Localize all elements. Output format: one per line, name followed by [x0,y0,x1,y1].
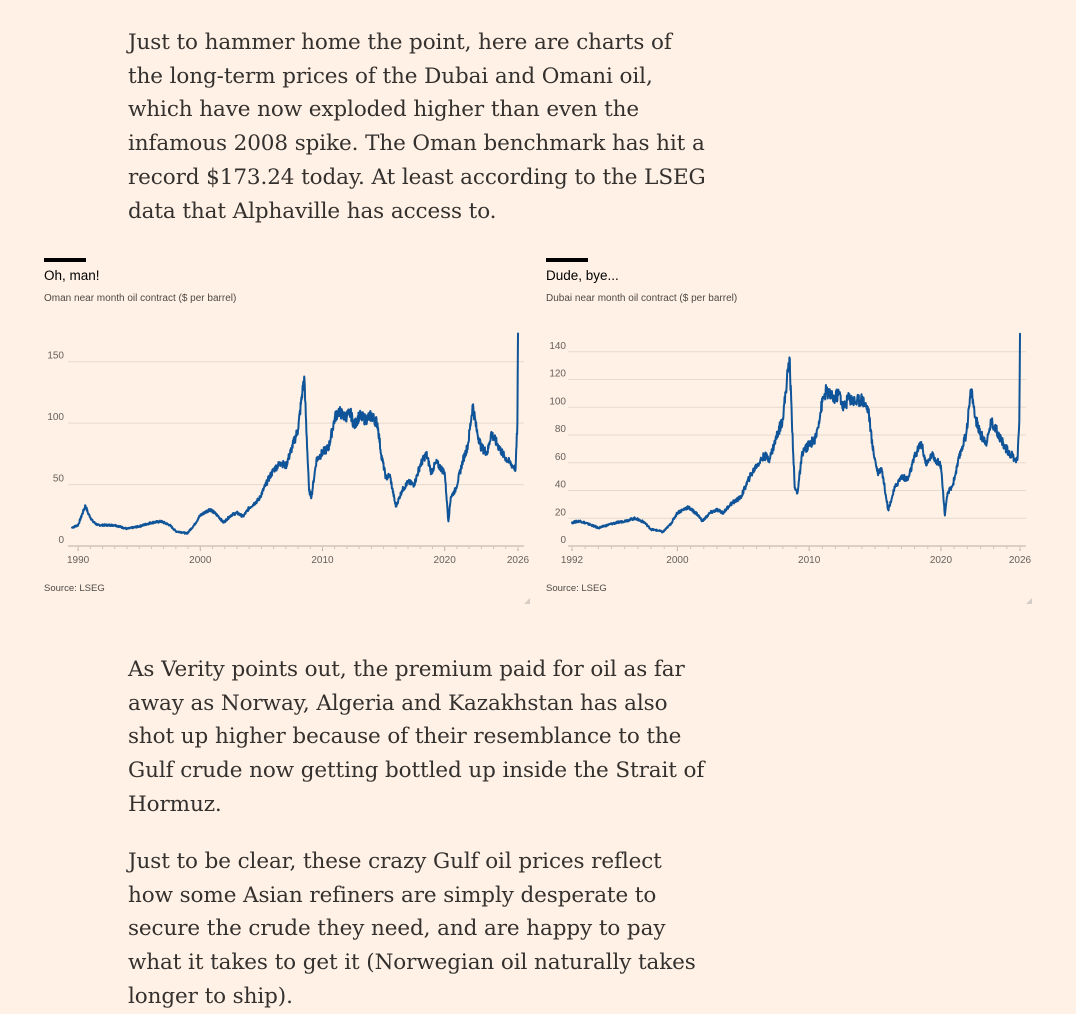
x-tick-label: 2020 [930,555,953,566]
dubai-chart-plot: 0 20 40 60 80 100 120 140 1992 2000 2010 2020 2026 [549,332,1032,566]
x-tick-label: 1990 [67,555,90,566]
article-paragraph-3: Just to be clear, these crazy Gulf oil p… [128,849,696,1009]
x-tick-label: 2000 [189,555,212,566]
chart-top-rule [44,258,86,262]
chart-top-rule [546,258,588,262]
y-tick-label: 120 [549,369,566,380]
resize-handle-icon[interactable] [524,598,530,604]
series-line [71,332,519,535]
y-tick-label: 140 [549,341,566,352]
series-line [571,332,1021,534]
y-tick-label: 80 [555,424,567,435]
chart-source: Source: LSEG [546,583,607,594]
x-tick-label: 2020 [434,555,457,566]
y-tick-label: 150 [47,351,64,362]
y-tick-label: 0 [58,535,64,546]
resize-handle-icon[interactable] [1026,598,1032,604]
y-tick-label: 0 [560,535,566,546]
chart-subtitle: Oman near month oil contract ($ per barr… [44,293,237,304]
article-paragraph-2: As Verity points out, the premium paid f… [128,657,705,817]
chart-title: Oh, man! [44,268,100,283]
chart-source: Source: LSEG [44,583,105,594]
y-tick-label: 50 [53,474,65,485]
x-tick-label: 2000 [666,555,689,566]
x-tick-label: 2010 [798,555,821,566]
y-tick-label: 100 [47,412,64,423]
dubai-chart: Dude, bye... Dubai near month oil contra… [546,258,1034,608]
chart-title: Dude, bye... [546,268,619,283]
x-tick-label: 2010 [311,555,334,566]
y-tick-label: 60 [555,452,567,463]
article-paragraph-1: Just to hammer home the point, here are … [128,30,706,224]
y-tick-label: 40 [555,480,567,491]
y-tick-label: 20 [555,507,567,518]
oman-chart: Oh, man! Oman near month oil contract ($… [44,258,532,608]
oman-chart-plot: 0 50 100 150 1990 2000 2010 2020 2026 [47,332,530,566]
y-tick-label: 100 [549,396,566,407]
x-tick-label: 1992 [561,555,584,566]
x-tick-label: 2026 [1009,555,1032,566]
x-tick-label: 2026 [507,555,530,566]
chart-subtitle: Dubai near month oil contract ($ per bar… [546,293,738,304]
